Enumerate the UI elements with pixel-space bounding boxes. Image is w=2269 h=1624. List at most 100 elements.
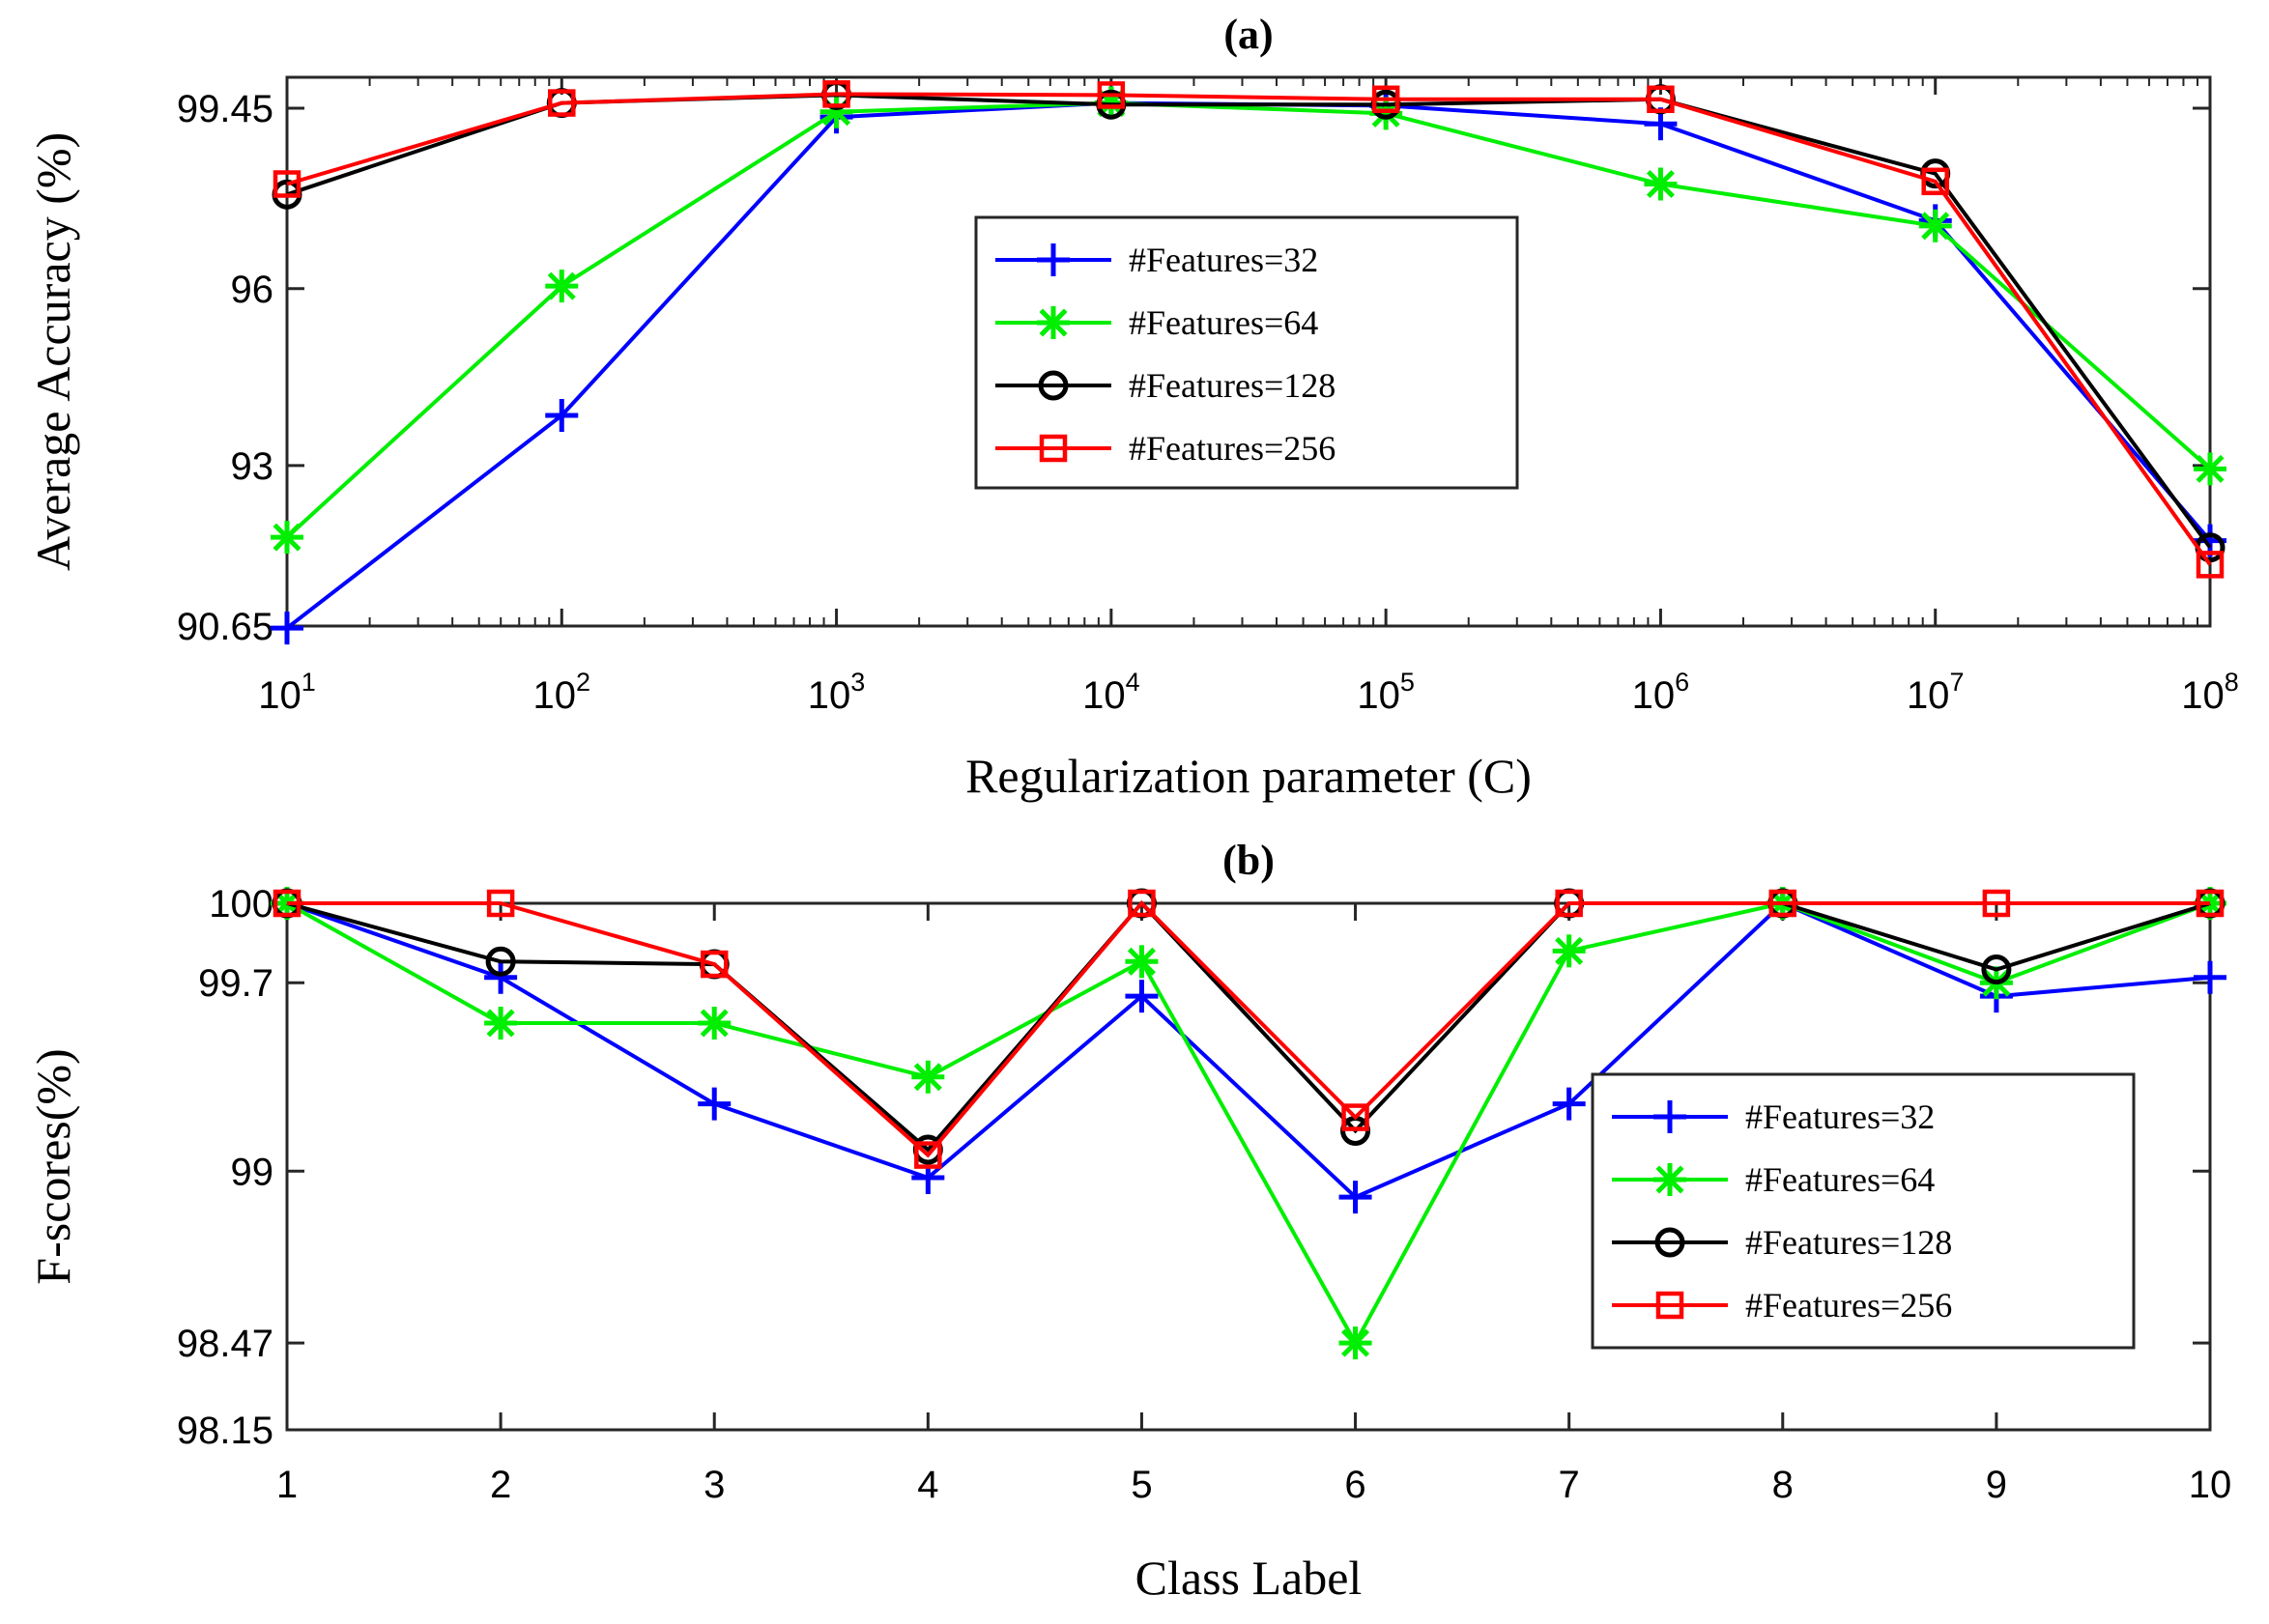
data-point-square bbox=[1921, 167, 1949, 196]
data-point-square bbox=[1768, 889, 1797, 918]
data-point-square bbox=[486, 889, 515, 918]
series-line-square bbox=[287, 900, 2210, 1158]
data-point-asterisk bbox=[545, 270, 579, 303]
x-tick-label: 107 bbox=[1907, 668, 1965, 717]
x-tick-label: 106 bbox=[1632, 668, 1690, 717]
legend-entry-label: #Features=128 bbox=[1745, 1223, 1952, 1262]
legend-entry-label: #Features=64 bbox=[1745, 1160, 1935, 1199]
data-point-plus bbox=[2194, 960, 2226, 994]
x-tick-label: 108 bbox=[2181, 668, 2239, 717]
x-tick-label: 10 bbox=[2189, 1464, 2232, 1506]
data-point-plus bbox=[698, 1087, 732, 1121]
data-point-asterisk bbox=[484, 1007, 518, 1040]
x-tick-label: 104 bbox=[1082, 668, 1140, 717]
legend-marker-square bbox=[1039, 434, 1068, 463]
y-tick-label: 99.45 bbox=[177, 88, 273, 130]
legend-marker-asterisk bbox=[1653, 1163, 1686, 1196]
x-tick-label: 1 bbox=[276, 1464, 298, 1506]
data-point-plus bbox=[1125, 980, 1159, 1013]
legend-marker-plus bbox=[1653, 1100, 1686, 1133]
axes-box bbox=[285, 75, 2212, 628]
x-tick-label: 5 bbox=[1131, 1464, 1152, 1506]
y-tick-label: 100 bbox=[209, 883, 273, 926]
legend-entry-label: #Features=32 bbox=[1745, 1097, 1935, 1136]
x-tick-label: 3 bbox=[704, 1464, 725, 1506]
data-point-circle bbox=[485, 946, 516, 977]
y-tick-label: 98.47 bbox=[177, 1323, 273, 1365]
data-point-square bbox=[1128, 889, 1156, 918]
data-point-square bbox=[548, 89, 576, 117]
legend-marker-plus bbox=[1037, 243, 1070, 276]
y-tick-label: 90.65 bbox=[177, 606, 273, 648]
legend-entry-label: #Features=256 bbox=[1745, 1286, 1952, 1325]
data-point-square bbox=[273, 889, 302, 918]
legend-marker-circle bbox=[1038, 370, 1069, 401]
legend-marker-asterisk bbox=[1037, 306, 1070, 339]
legend-entry-label: #Features=32 bbox=[1129, 241, 1318, 279]
legend-entry-label: #Features=256 bbox=[1129, 429, 1336, 468]
data-point-plus bbox=[271, 612, 303, 645]
x-tick-label: 2 bbox=[490, 1464, 511, 1506]
y-tick-label: 98.15 bbox=[177, 1410, 273, 1452]
data-point-asterisk bbox=[271, 521, 303, 555]
data-point-asterisk bbox=[1125, 945, 1159, 979]
data-point-circle bbox=[1981, 954, 2012, 985]
data-point-asterisk bbox=[2194, 452, 2226, 486]
data-point-square bbox=[914, 1141, 942, 1169]
y-axis-label: Average Accuracy (%) bbox=[26, 132, 80, 571]
data-point-square bbox=[822, 80, 850, 108]
data-point-square bbox=[273, 170, 302, 198]
x-tick-label: 102 bbox=[533, 668, 591, 717]
data-point-asterisk bbox=[911, 1060, 945, 1094]
legend-marker-circle bbox=[1654, 1227, 1685, 1258]
legend-entry-label: #Features=128 bbox=[1129, 366, 1336, 405]
x-tick-label: 6 bbox=[1344, 1464, 1365, 1506]
panel-title: (b) bbox=[1222, 837, 1275, 884]
legend-marker-square bbox=[1655, 1291, 1684, 1320]
data-point-square bbox=[1097, 81, 1126, 109]
data-point-plus bbox=[1552, 1087, 1586, 1121]
data-point-square bbox=[1982, 889, 2011, 918]
series-line-asterisk bbox=[285, 100, 2212, 539]
data-point-square bbox=[1371, 85, 1400, 114]
data-point-asterisk bbox=[1644, 167, 1678, 201]
x-tick-label: 101 bbox=[258, 668, 316, 717]
x-axis-label: Regularization parameter (C) bbox=[965, 749, 1532, 803]
y-tick-label: 99 bbox=[231, 1151, 274, 1193]
data-point-plus bbox=[484, 960, 518, 994]
legend-entry-label: #Features=64 bbox=[1129, 303, 1318, 342]
series-line-square bbox=[286, 92, 2212, 566]
panel-title: (a) bbox=[1223, 11, 1273, 58]
x-tick-label: 8 bbox=[1772, 1464, 1794, 1506]
data-point-square bbox=[2196, 551, 2225, 579]
x-axis-label: Class Label bbox=[1135, 1551, 1363, 1605]
data-point-asterisk bbox=[1552, 934, 1586, 968]
series-line-circle bbox=[286, 900, 2211, 1153]
data-point-asterisk bbox=[698, 1007, 732, 1040]
data-point-asterisk bbox=[1918, 209, 1952, 242]
legend: #Features=32 #Features=64 #Features=128 #Fe… bbox=[1591, 1072, 2136, 1350]
panel-a-accuracy-vs-c: (a) 90.65 93 96 99.45 101 102 103 104 105 106 107 10… bbox=[26, 11, 2239, 803]
y-tick-label: 96 bbox=[231, 269, 274, 311]
data-point-square bbox=[1555, 889, 1583, 918]
panel-b-fscores-vs-class: (b) 98.15 98.47 99 99.7 100 1 2 3 4 5 6 7 8 9 10 Class L… bbox=[26, 837, 2231, 1605]
data-point-square bbox=[700, 950, 729, 979]
x-tick-label: 4 bbox=[917, 1464, 938, 1506]
legend: #Features=32 #Features=64 #Features=128 #Fe… bbox=[974, 215, 1519, 490]
data-point-square bbox=[2196, 889, 2225, 918]
series-line-plus bbox=[286, 900, 2211, 1200]
data-point-square bbox=[1647, 85, 1675, 114]
x-tick-label: 9 bbox=[1986, 1464, 2007, 1506]
data-point-plus bbox=[545, 398, 579, 432]
x-tick-label: 7 bbox=[1559, 1464, 1580, 1506]
axes-box bbox=[285, 901, 2212, 1432]
data-point-square bbox=[1341, 1103, 1369, 1131]
y-tick-label: 99.7 bbox=[198, 962, 273, 1005]
x-tick-label: 103 bbox=[808, 668, 866, 717]
series-line-asterisk bbox=[286, 900, 2211, 1348]
y-tick-label: 93 bbox=[231, 445, 274, 488]
data-point-asterisk bbox=[1338, 1326, 1372, 1360]
y-axis-label: F-scores(%) bbox=[26, 1048, 80, 1284]
data-point-plus bbox=[1338, 1181, 1372, 1214]
